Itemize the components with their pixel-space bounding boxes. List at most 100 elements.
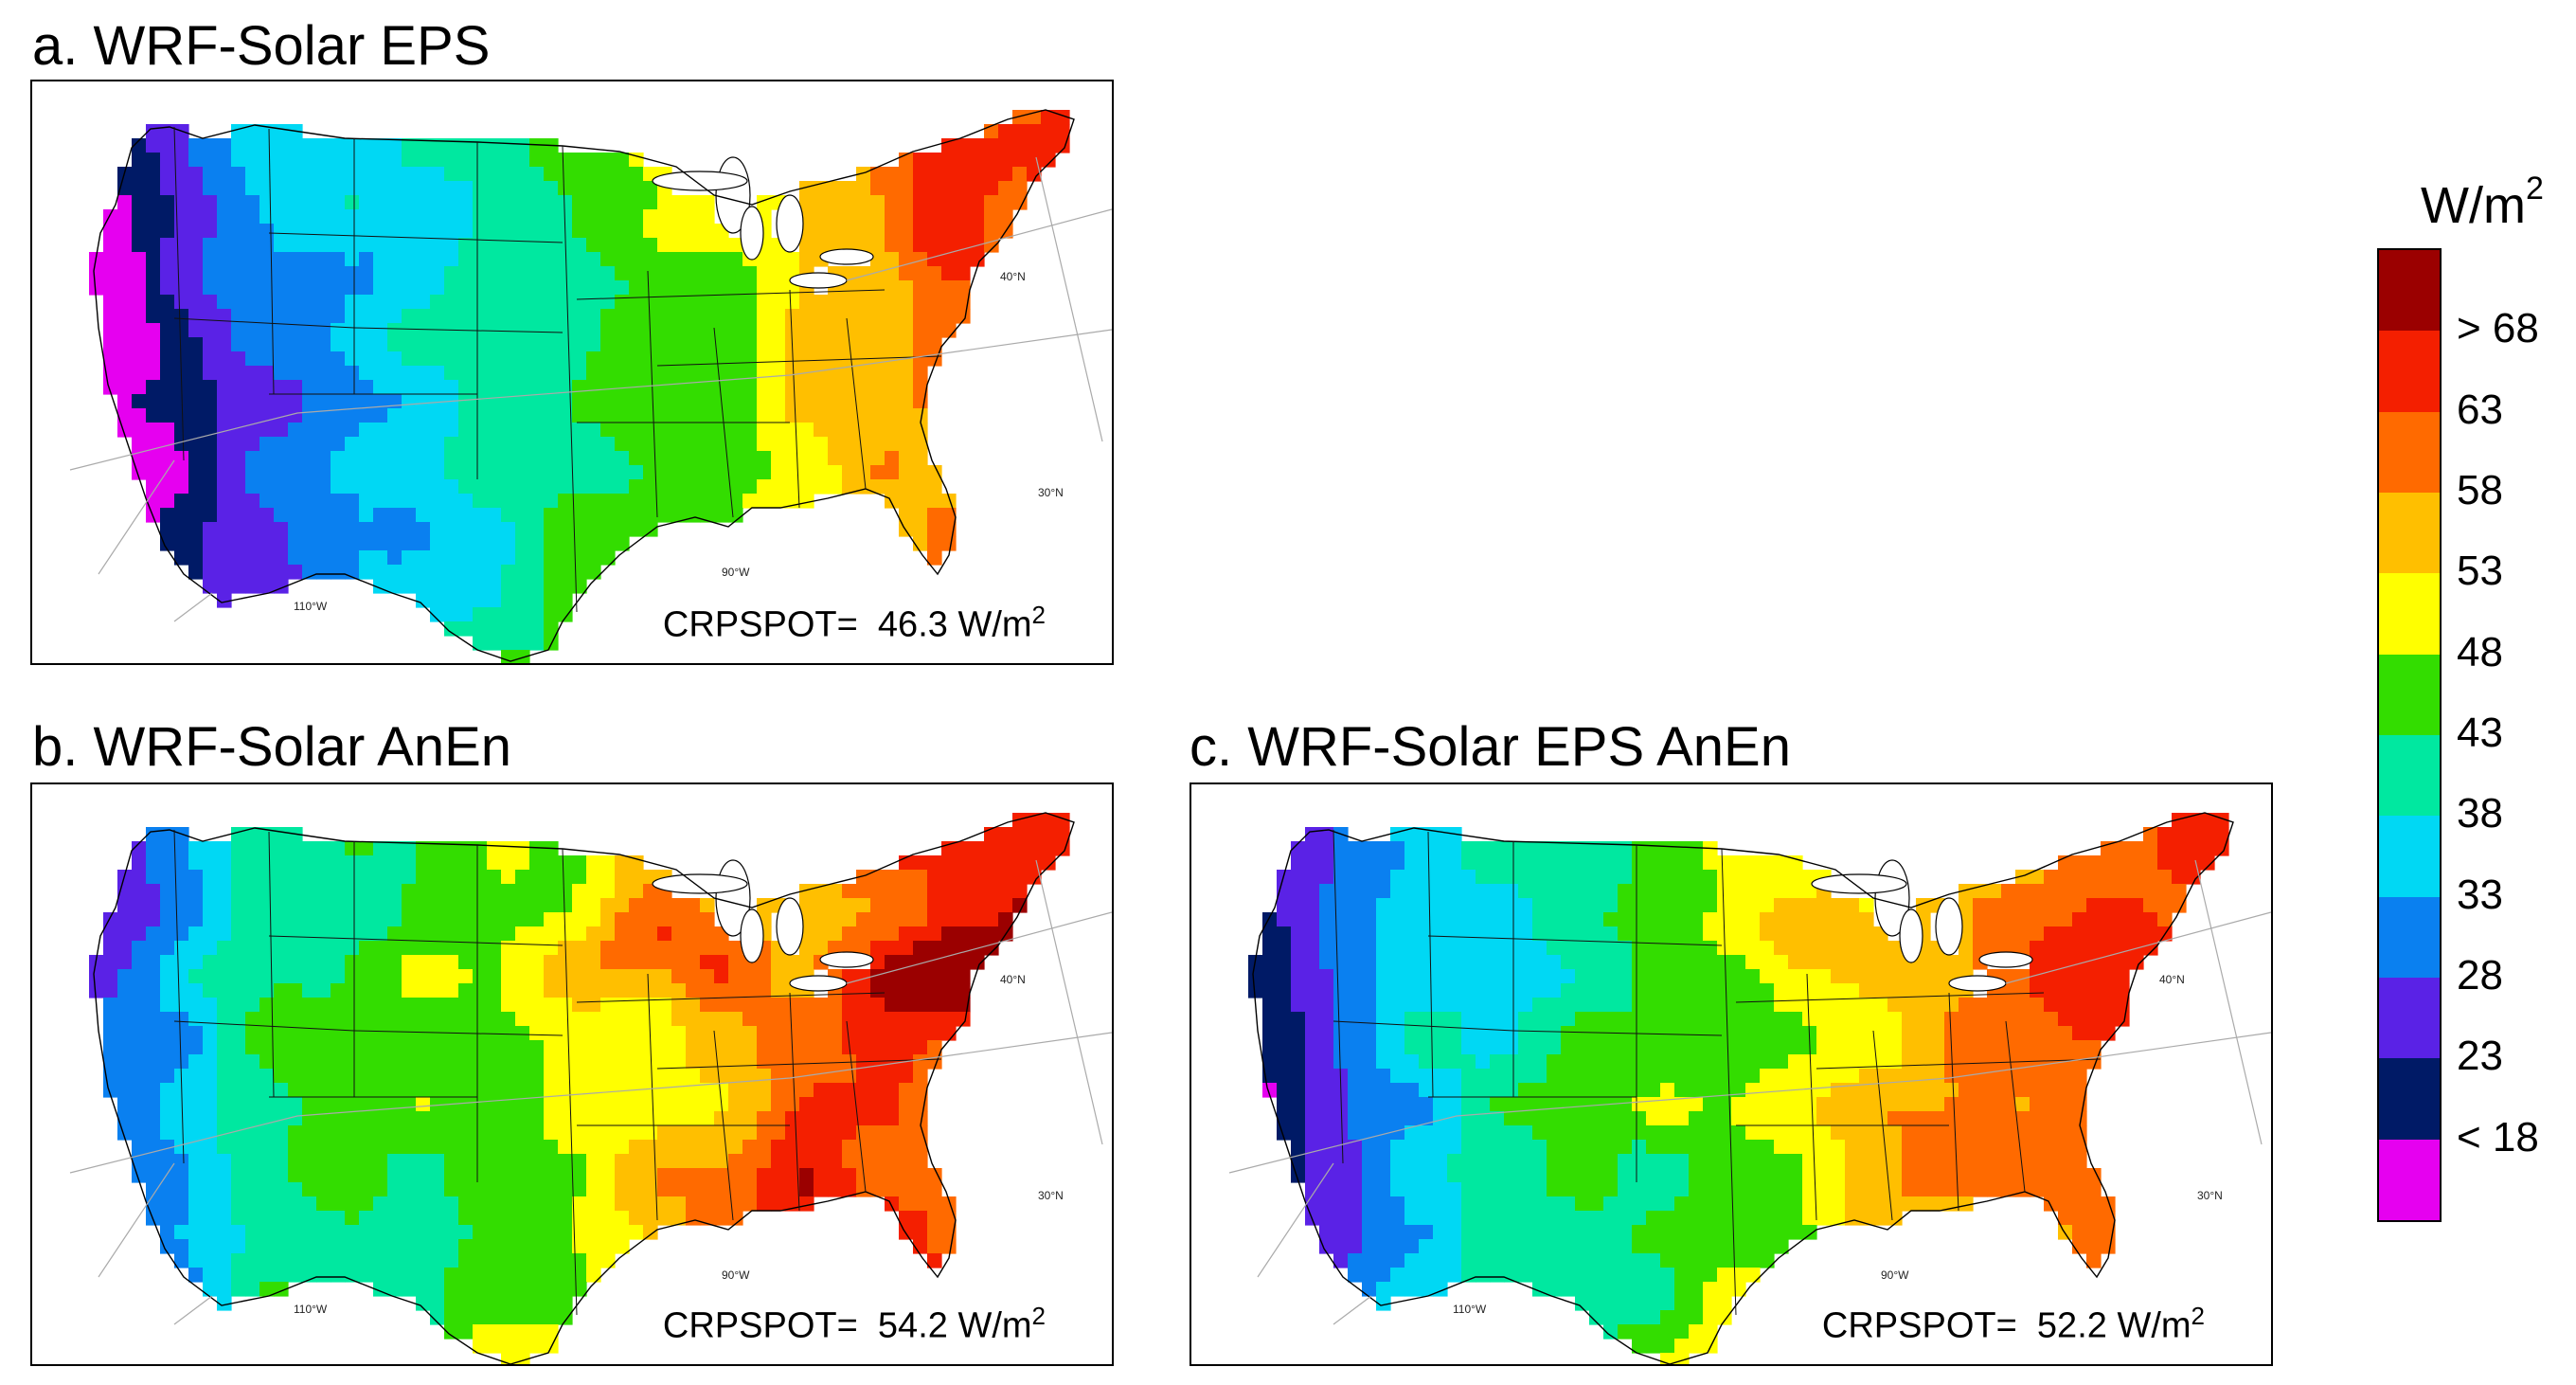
map-grid-cell (345, 941, 360, 956)
map-grid-cell (444, 1054, 459, 1070)
map-grid-cell (274, 1168, 289, 1183)
map-grid-cell (728, 309, 743, 324)
map-grid-cell (231, 295, 246, 310)
map-grid-cell (2015, 1182, 2030, 1197)
map-grid-cell (387, 1026, 402, 1041)
map-grid-cell (146, 408, 161, 423)
map-grid-cell (316, 252, 331, 267)
map-grid-cell (103, 1026, 118, 1041)
map-grid-cell (629, 366, 644, 381)
great-lake-shape (740, 908, 764, 963)
map-grid-cell (913, 969, 928, 984)
map-grid-cell (515, 323, 530, 338)
map-grid-cell (132, 209, 147, 225)
map-grid-cell (132, 323, 147, 338)
map-grid-cell (785, 309, 800, 324)
map-grid-cell (1774, 1168, 1789, 1183)
map-grid-cell (544, 280, 559, 296)
map-grid-cell (174, 550, 189, 566)
map-grid-cell (373, 983, 388, 998)
map-grid-cell (600, 1168, 616, 1183)
map-grid-cell (160, 195, 175, 210)
map-grid-cell (956, 266, 971, 281)
map-grid-cell (1802, 884, 1817, 899)
map-grid-cell (1859, 912, 1874, 927)
map-grid-cell (1703, 898, 1718, 913)
map-grid-cell (274, 565, 289, 580)
map-grid-cell (416, 1012, 431, 1027)
map-grid-cell (259, 437, 275, 452)
map-grid-cell (572, 955, 587, 970)
map-grid-cell (700, 1040, 715, 1055)
map-grid-cell (288, 423, 303, 438)
map-grid-cell (970, 138, 985, 153)
map-grid-cell (771, 955, 786, 970)
map-grid-cell (402, 508, 417, 523)
map-grid-cell (458, 167, 474, 182)
map-grid-cell (402, 323, 417, 338)
map-grid-cell (331, 138, 346, 153)
map-grid-cell (402, 479, 417, 495)
map-grid-cell (501, 841, 516, 856)
map-grid-cell (742, 423, 758, 438)
map-grid-cell (259, 380, 275, 395)
map-grid-cell (529, 955, 545, 970)
map-grid-cell (373, 224, 388, 239)
map-grid-cell (941, 295, 957, 310)
map-grid-cell (870, 1026, 886, 1041)
map-grid-cell (174, 912, 189, 927)
map-grid-cell (1916, 1097, 1931, 1112)
map-grid-cell (1305, 1012, 1320, 1027)
map-grid-cell (331, 1253, 346, 1268)
map-grid-cell (728, 394, 743, 409)
map-grid-cell (231, 380, 246, 395)
map-grid-cell (1461, 1154, 1476, 1169)
map-grid-cell (927, 295, 942, 310)
map-grid-cell (402, 437, 417, 452)
map-grid-cell (714, 252, 729, 267)
map-grid-cell (771, 280, 786, 296)
map-grid-cell (1916, 969, 1931, 984)
map-grid-cell (1816, 898, 1832, 913)
map-grid-cell (1589, 1054, 1604, 1070)
map-grid-cell (941, 855, 957, 871)
map-grid-cell (956, 870, 971, 885)
map-grid-cell (501, 1339, 516, 1354)
map-grid-cell (998, 827, 1013, 842)
map-grid-cell (1575, 898, 1590, 913)
map-grid-cell (700, 437, 715, 452)
map-grid-cell (615, 870, 630, 885)
map-grid-cell (402, 1012, 417, 1027)
map-grid-cell (757, 351, 772, 367)
map-grid-cell (1390, 855, 1405, 871)
map-grid-cell (814, 1069, 829, 1084)
map-grid-cell (1674, 870, 1690, 885)
map-grid-cell (1816, 912, 1832, 927)
map-grid-cell (615, 280, 630, 296)
map-grid-cell (1419, 1083, 1434, 1098)
map-grid-cell (529, 351, 545, 367)
map-grid-cell (487, 280, 502, 296)
map-grid-cell (899, 337, 914, 352)
map-grid-cell (1887, 1069, 1903, 1084)
map-grid-cell (657, 1026, 672, 1041)
map-grid-cell (1490, 1097, 1505, 1112)
map-grid-cell (1333, 1168, 1349, 1183)
map-grid-cell (1404, 1069, 1420, 1084)
map-grid-cell (1589, 841, 1604, 856)
map-grid-cell (1291, 1040, 1306, 1055)
map-grid-cell (2015, 1069, 2030, 1084)
map-grid-cell (174, 983, 189, 998)
map-grid-cell (288, 1196, 303, 1212)
map-grid-cell (757, 337, 772, 352)
map-grid-cell (600, 465, 616, 480)
map-grid-cell (402, 1211, 417, 1226)
map-grid-cell (331, 309, 346, 324)
map-grid-cell (217, 1026, 232, 1041)
map-grid-cell (2044, 1054, 2059, 1070)
map-grid-cell (1291, 912, 1306, 927)
map-grid-cell (586, 309, 601, 324)
map-grid-cell (515, 351, 530, 367)
map-grid-cell (984, 926, 999, 942)
map-grid-cell (643, 1140, 658, 1155)
